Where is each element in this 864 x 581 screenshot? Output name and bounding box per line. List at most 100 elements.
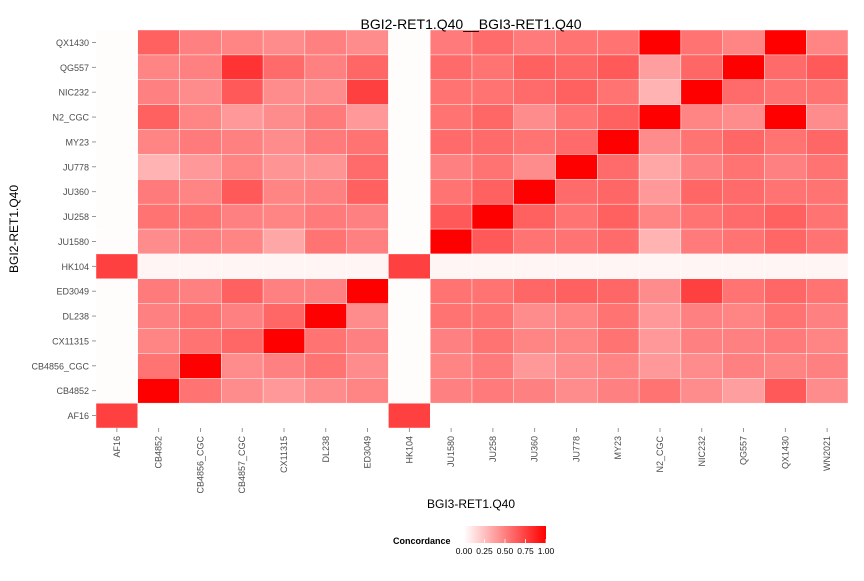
heatmap-cell-qg557-cb4852 (137, 54, 180, 80)
heatmap-cell-af16-n2-cgc (638, 402, 682, 429)
legend-title: Concordance (393, 536, 451, 546)
heatmap-cell-ju258-cb4857-cgc (221, 203, 264, 230)
heatmap-cell-nic232-dl238 (304, 79, 347, 105)
heatmap-cell-cb4856-cgc-cb4852 (137, 353, 180, 379)
heatmap-cell-ju1580-hk104 (388, 228, 431, 255)
heatmap-cell-qx1430-cb4856-cgc (179, 29, 222, 56)
heatmap-cell-cb4852-n2-cgc (638, 378, 682, 404)
heatmap-cell-ju360-ju258 (471, 179, 514, 205)
heatmap-cell-ed3049-cx11315 (262, 278, 306, 304)
heatmap-cell-n2-cgc-qx1430 (764, 104, 807, 130)
heatmap-cell-cb4856-cgc-cb4857-cgc (221, 353, 264, 379)
x-tick-label: CB4856_CGC (195, 436, 205, 494)
heatmap-cell-qx1430-ju1580 (430, 29, 473, 56)
heatmap-cell-cb4856-cgc-qg557 (722, 353, 765, 379)
heatmap-cell-n2-cgc-ju778 (555, 104, 598, 130)
heatmap-cell-cx11315-n2-cgc (638, 328, 682, 354)
legend: Concordance 0.00 0.25 0.50 0.75 1.00 (393, 526, 555, 556)
heatmap-cell-cb4852-ju258 (471, 378, 514, 404)
heatmap-cell-cx11315-cx11315 (262, 328, 306, 354)
heatmap-cell-my23-ju258 (471, 129, 514, 155)
heatmap-cell-dl238-cb4852 (137, 303, 180, 329)
heatmap-cell-cb4856-cgc-dl238 (304, 353, 347, 379)
heatmap-cell-cb4852-qg557 (722, 378, 765, 404)
y-tick-label: QG557 (60, 63, 89, 73)
heatmap-cell-cx11315-my23 (597, 328, 640, 354)
heatmap-cell-ju778-n2-cgc (638, 154, 682, 180)
heatmap-cell-cx11315-ed3049 (346, 328, 389, 354)
heatmap-cell-my23-nic232 (680, 129, 723, 155)
x-tick-label: AF16 (112, 436, 122, 458)
y-tick-label: JU258 (63, 212, 89, 222)
x-tick-label: JU258 (488, 436, 498, 462)
heatmap-cell-cx11315-cb4856-cgc (179, 328, 222, 354)
heatmap-cell-nic232-af16 (95, 79, 138, 105)
heatmap-cell-af16-qg557 (722, 402, 765, 429)
heatmap-cell-af16-af16 (95, 402, 138, 429)
heatmap-cell-ed3049-cb4852 (137, 278, 180, 304)
heatmap-cell-ed3049-ju360 (513, 278, 556, 304)
heatmap-cell-ju258-qg557 (722, 203, 765, 230)
legend-tick-label: 0.25 (476, 546, 493, 556)
heatmap-cell-hk104-qx1430 (764, 253, 807, 279)
heatmap-cell-nic232-nic232 (680, 79, 723, 105)
heatmap-cell-ju360-wn2021 (806, 179, 849, 205)
heatmap-cell-nic232-ju360 (513, 79, 556, 105)
heatmap-cell-ju360-nic232 (680, 179, 723, 205)
heatmap-cell-ju360-ed3049 (346, 179, 389, 205)
heatmap-cell-n2-cgc-af16 (95, 104, 138, 130)
y-tick-label: CX11315 (52, 336, 89, 346)
heatmap-cell-qx1430-ed3049 (346, 29, 389, 56)
heatmap-cell-cb4852-hk104 (388, 378, 431, 404)
x-tick-label: HK104 (404, 436, 414, 464)
heatmap-cell-ed3049-ju778 (555, 278, 598, 304)
heatmap-cell-qx1430-ju778 (555, 29, 598, 56)
heatmap-cell-nic232-ju1580 (430, 79, 473, 105)
heatmap-cell-cx11315-ju1580 (430, 328, 473, 354)
heatmap-cell-n2-cgc-qg557 (722, 104, 765, 130)
heatmap-cell-af16-my23 (597, 402, 640, 429)
y-axis-ticks: AF16 CB4852 CB4856_CGC CX11315 DL238 ED3049 HK… (31, 38, 96, 421)
x-axis-label: BGI3-RET1.Q40 (427, 497, 515, 511)
heatmap-cell-my23-ju778 (555, 129, 598, 155)
heatmap-cell-ju778-qg557 (722, 154, 765, 180)
heatmap-cells (95, 29, 849, 429)
heatmap-cell-cb4856-cgc-my23 (597, 353, 640, 379)
y-axis-label: BGI2-RET1.Q40 (7, 185, 21, 273)
heatmap-cell-cx11315-ju360 (513, 328, 556, 354)
heatmap-cell-ju1580-ju258 (471, 228, 514, 255)
heatmap-cell-dl238-ed3049 (346, 303, 389, 329)
y-tick-label: N2_CGC (52, 113, 89, 123)
heatmap-cell-af16-ed3049 (346, 402, 389, 429)
x-tick-label: CB4857_CGC (237, 436, 247, 494)
heatmap-cell-ju360-hk104 (388, 179, 431, 205)
heatmap-cell-cb4852-my23 (597, 378, 640, 404)
heatmap-cell-qg557-cx11315 (262, 54, 306, 80)
heatmap-cell-my23-qx1430 (764, 129, 807, 155)
heatmap-cell-nic232-cx11315 (262, 79, 306, 105)
heatmap-cell-my23-hk104 (388, 129, 431, 155)
heatmap-cell-ju360-ju778 (555, 179, 598, 205)
heatmap-cell-cb4852-nic232 (680, 378, 723, 404)
x-tick-label: DL238 (321, 436, 331, 463)
heatmap-cell-hk104-hk104 (388, 253, 431, 279)
heatmap-cell-qx1430-ju258 (471, 29, 514, 56)
heatmap-cell-my23-n2-cgc (638, 129, 682, 155)
y-tick-label: NIC232 (58, 88, 89, 98)
heatmap-cell-ju778-nic232 (680, 154, 723, 180)
heatmap-cell-qg557-ed3049 (346, 54, 389, 80)
heatmap-cell-my23-dl238 (304, 129, 347, 155)
heatmap-cell-ju778-ju360 (513, 154, 556, 180)
heatmap-cell-hk104-ju360 (513, 253, 556, 279)
heatmap-cell-ju1580-my23 (597, 228, 640, 255)
heatmap-cell-cx11315-cb4857-cgc (221, 328, 264, 354)
heatmap-cell-ed3049-qx1430 (764, 278, 807, 304)
heatmap-cell-my23-cx11315 (262, 129, 306, 155)
heatmap-cell-cx11315-qg557 (722, 328, 765, 354)
heatmap-cell-cb4856-cgc-ju778 (555, 353, 598, 379)
heatmap-cell-n2-cgc-dl238 (304, 104, 347, 130)
heatmap-cell-ju1580-qx1430 (764, 228, 807, 255)
heatmap-cell-ju1580-ju360 (513, 228, 556, 255)
heatmap-cell-dl238-cx11315 (262, 303, 306, 329)
heatmap-cell-cb4856-cgc-n2-cgc (638, 353, 682, 379)
